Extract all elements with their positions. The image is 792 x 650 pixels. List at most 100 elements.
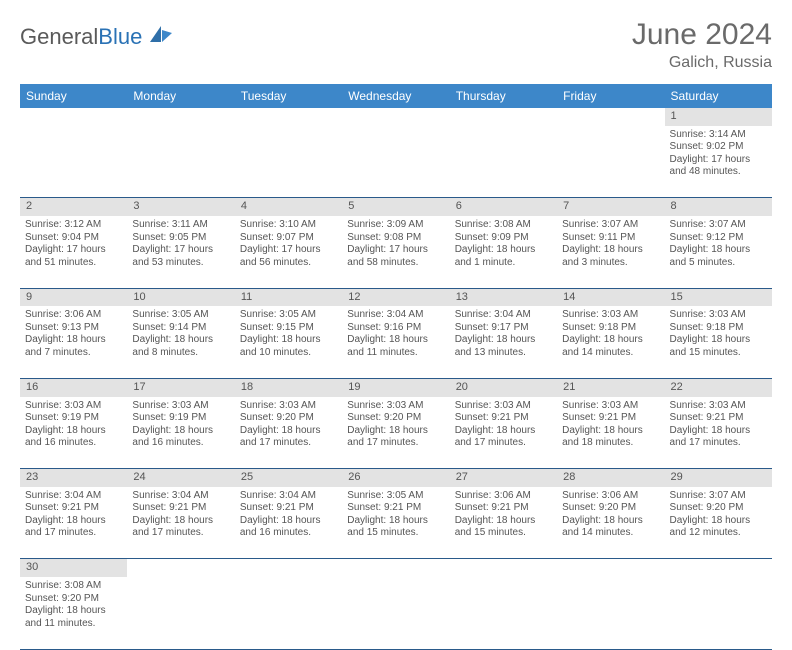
day-cell: Sunrise: 3:05 AMSunset: 9:15 PMDaylight:… xyxy=(235,306,342,378)
daylight-line-2: and 16 minutes. xyxy=(25,437,122,450)
day-number xyxy=(450,559,557,577)
daylight-line-2: and 17 minutes. xyxy=(455,437,552,450)
day-number: 12 xyxy=(342,288,449,306)
day-cell: Sunrise: 3:08 AMSunset: 9:09 PMDaylight:… xyxy=(450,216,557,288)
sunset-line: Sunset: 9:09 PM xyxy=(455,232,552,245)
day-number: 9 xyxy=(20,288,127,306)
sunset-line: Sunset: 9:20 PM xyxy=(347,412,444,425)
sunset-line: Sunset: 9:13 PM xyxy=(25,322,122,335)
day-cell: Sunrise: 3:04 AMSunset: 9:16 PMDaylight:… xyxy=(342,306,449,378)
sunset-line: Sunset: 9:11 PM xyxy=(562,232,659,245)
sunset-line: Sunset: 9:21 PM xyxy=(240,502,337,515)
day-cell: Sunrise: 3:03 AMSunset: 9:19 PMDaylight:… xyxy=(127,397,234,469)
day-number: 15 xyxy=(665,288,772,306)
sunrise-line: Sunrise: 3:04 AM xyxy=(132,490,229,503)
daylight-line-2: and 7 minutes. xyxy=(25,347,122,360)
daylight-line-1: Daylight: 18 hours xyxy=(670,244,767,257)
day-cell: Sunrise: 3:09 AMSunset: 9:08 PMDaylight:… xyxy=(342,216,449,288)
sunrise-line: Sunrise: 3:04 AM xyxy=(455,309,552,322)
daylight-line-1: Daylight: 18 hours xyxy=(670,425,767,438)
day-number: 10 xyxy=(127,288,234,306)
daylight-line-1: Daylight: 18 hours xyxy=(25,515,122,528)
sunset-line: Sunset: 9:21 PM xyxy=(455,412,552,425)
daylight-line-2: and 17 minutes. xyxy=(25,527,122,540)
sunset-line: Sunset: 9:12 PM xyxy=(670,232,767,245)
daylight-line-1: Daylight: 18 hours xyxy=(670,334,767,347)
day-number: 25 xyxy=(235,469,342,487)
day-number xyxy=(450,108,557,126)
logo: GeneralBlue xyxy=(20,24,174,50)
day-number xyxy=(665,559,772,577)
daylight-line-1: Daylight: 18 hours xyxy=(347,334,444,347)
daylight-line-1: Daylight: 18 hours xyxy=(25,605,122,618)
sunset-line: Sunset: 9:21 PM xyxy=(25,502,122,515)
sunrise-line: Sunrise: 3:11 AM xyxy=(132,219,229,232)
day-cell: Sunrise: 3:10 AMSunset: 9:07 PMDaylight:… xyxy=(235,216,342,288)
day-cell xyxy=(342,126,449,198)
day-cell xyxy=(665,577,772,649)
sunrise-line: Sunrise: 3:03 AM xyxy=(562,309,659,322)
day-number: 30 xyxy=(20,559,127,577)
day-number xyxy=(342,108,449,126)
sunrise-line: Sunrise: 3:03 AM xyxy=(25,400,122,413)
day-cell: Sunrise: 3:05 AMSunset: 9:21 PMDaylight:… xyxy=(342,487,449,559)
daylight-line-1: Daylight: 18 hours xyxy=(240,425,337,438)
sunset-line: Sunset: 9:21 PM xyxy=(132,502,229,515)
day-number xyxy=(20,108,127,126)
sunset-line: Sunset: 9:21 PM xyxy=(562,412,659,425)
daylight-line-2: and 3 minutes. xyxy=(562,257,659,270)
day-number: 19 xyxy=(342,378,449,396)
daylight-line-1: Daylight: 18 hours xyxy=(562,334,659,347)
daylight-line-2: and 5 minutes. xyxy=(670,257,767,270)
daylight-line-1: Daylight: 18 hours xyxy=(455,425,552,438)
daylight-line-2: and 8 minutes. xyxy=(132,347,229,360)
daylight-line-1: Daylight: 17 hours xyxy=(132,244,229,257)
sunrise-line: Sunrise: 3:03 AM xyxy=(347,400,444,413)
day-cell: Sunrise: 3:04 AMSunset: 9:21 PMDaylight:… xyxy=(20,487,127,559)
daylight-line-2: and 13 minutes. xyxy=(455,347,552,360)
day-cell xyxy=(557,577,664,649)
sunset-line: Sunset: 9:20 PM xyxy=(562,502,659,515)
day-cell: Sunrise: 3:03 AMSunset: 9:20 PMDaylight:… xyxy=(342,397,449,469)
sunset-line: Sunset: 9:21 PM xyxy=(347,502,444,515)
daylight-line-1: Daylight: 18 hours xyxy=(132,334,229,347)
sunset-line: Sunset: 9:20 PM xyxy=(670,502,767,515)
sunrise-line: Sunrise: 3:03 AM xyxy=(670,309,767,322)
day-cell: Sunrise: 3:03 AMSunset: 9:21 PMDaylight:… xyxy=(557,397,664,469)
day-cell: Sunrise: 3:05 AMSunset: 9:14 PMDaylight:… xyxy=(127,306,234,378)
daylight-line-2: and 17 minutes. xyxy=(670,437,767,450)
daylight-line-1: Daylight: 18 hours xyxy=(670,515,767,528)
logo-text-general: General xyxy=(20,24,98,50)
sunset-line: Sunset: 9:17 PM xyxy=(455,322,552,335)
day-number xyxy=(235,108,342,126)
day-cell: Sunrise: 3:03 AMSunset: 9:18 PMDaylight:… xyxy=(557,306,664,378)
daylight-line-1: Daylight: 17 hours xyxy=(25,244,122,257)
day-number: 22 xyxy=(665,378,772,396)
daylight-line-1: Daylight: 18 hours xyxy=(240,515,337,528)
daylight-line-1: Daylight: 17 hours xyxy=(670,154,767,167)
day-number: 17 xyxy=(127,378,234,396)
daylight-line-1: Daylight: 18 hours xyxy=(132,425,229,438)
day-number: 4 xyxy=(235,198,342,216)
sunset-line: Sunset: 9:20 PM xyxy=(25,593,122,606)
day-cell: Sunrise: 3:06 AMSunset: 9:13 PMDaylight:… xyxy=(20,306,127,378)
daylight-line-2: and 12 minutes. xyxy=(670,527,767,540)
day-cell: Sunrise: 3:03 AMSunset: 9:21 PMDaylight:… xyxy=(665,397,772,469)
sunset-line: Sunset: 9:19 PM xyxy=(132,412,229,425)
day-number: 11 xyxy=(235,288,342,306)
day-cell: Sunrise: 3:06 AMSunset: 9:21 PMDaylight:… xyxy=(450,487,557,559)
day-number: 18 xyxy=(235,378,342,396)
day-number: 29 xyxy=(665,469,772,487)
day-cell: Sunrise: 3:03 AMSunset: 9:19 PMDaylight:… xyxy=(20,397,127,469)
daylight-line-2: and 16 minutes. xyxy=(240,527,337,540)
daylight-line-2: and 10 minutes. xyxy=(240,347,337,360)
daylight-line-2: and 58 minutes. xyxy=(347,257,444,270)
day-number: 24 xyxy=(127,469,234,487)
sunrise-line: Sunrise: 3:07 AM xyxy=(670,219,767,232)
day-header: Thursday xyxy=(450,84,557,108)
daylight-line-2: and 14 minutes. xyxy=(562,347,659,360)
day-header: Monday xyxy=(127,84,234,108)
sunrise-line: Sunrise: 3:07 AM xyxy=(562,219,659,232)
day-cell: Sunrise: 3:06 AMSunset: 9:20 PMDaylight:… xyxy=(557,487,664,559)
logo-text-blue: Blue xyxy=(98,24,142,50)
